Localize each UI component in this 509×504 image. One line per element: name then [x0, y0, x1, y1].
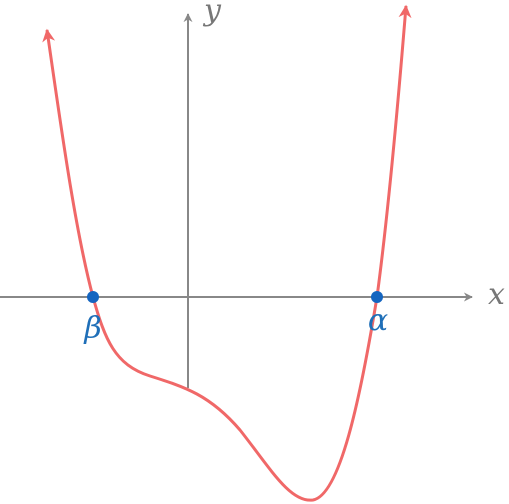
curve-right-branch — [375, 4, 412, 298]
root-label: α — [368, 303, 388, 338]
root-point — [87, 291, 99, 303]
y-axis-label: y — [202, 0, 222, 28]
curve-left-branch — [42, 28, 95, 298]
root-point — [371, 291, 383, 303]
root-label: β — [83, 311, 101, 346]
x-axis-label: x — [488, 277, 505, 312]
curve — [91, 296, 379, 502]
